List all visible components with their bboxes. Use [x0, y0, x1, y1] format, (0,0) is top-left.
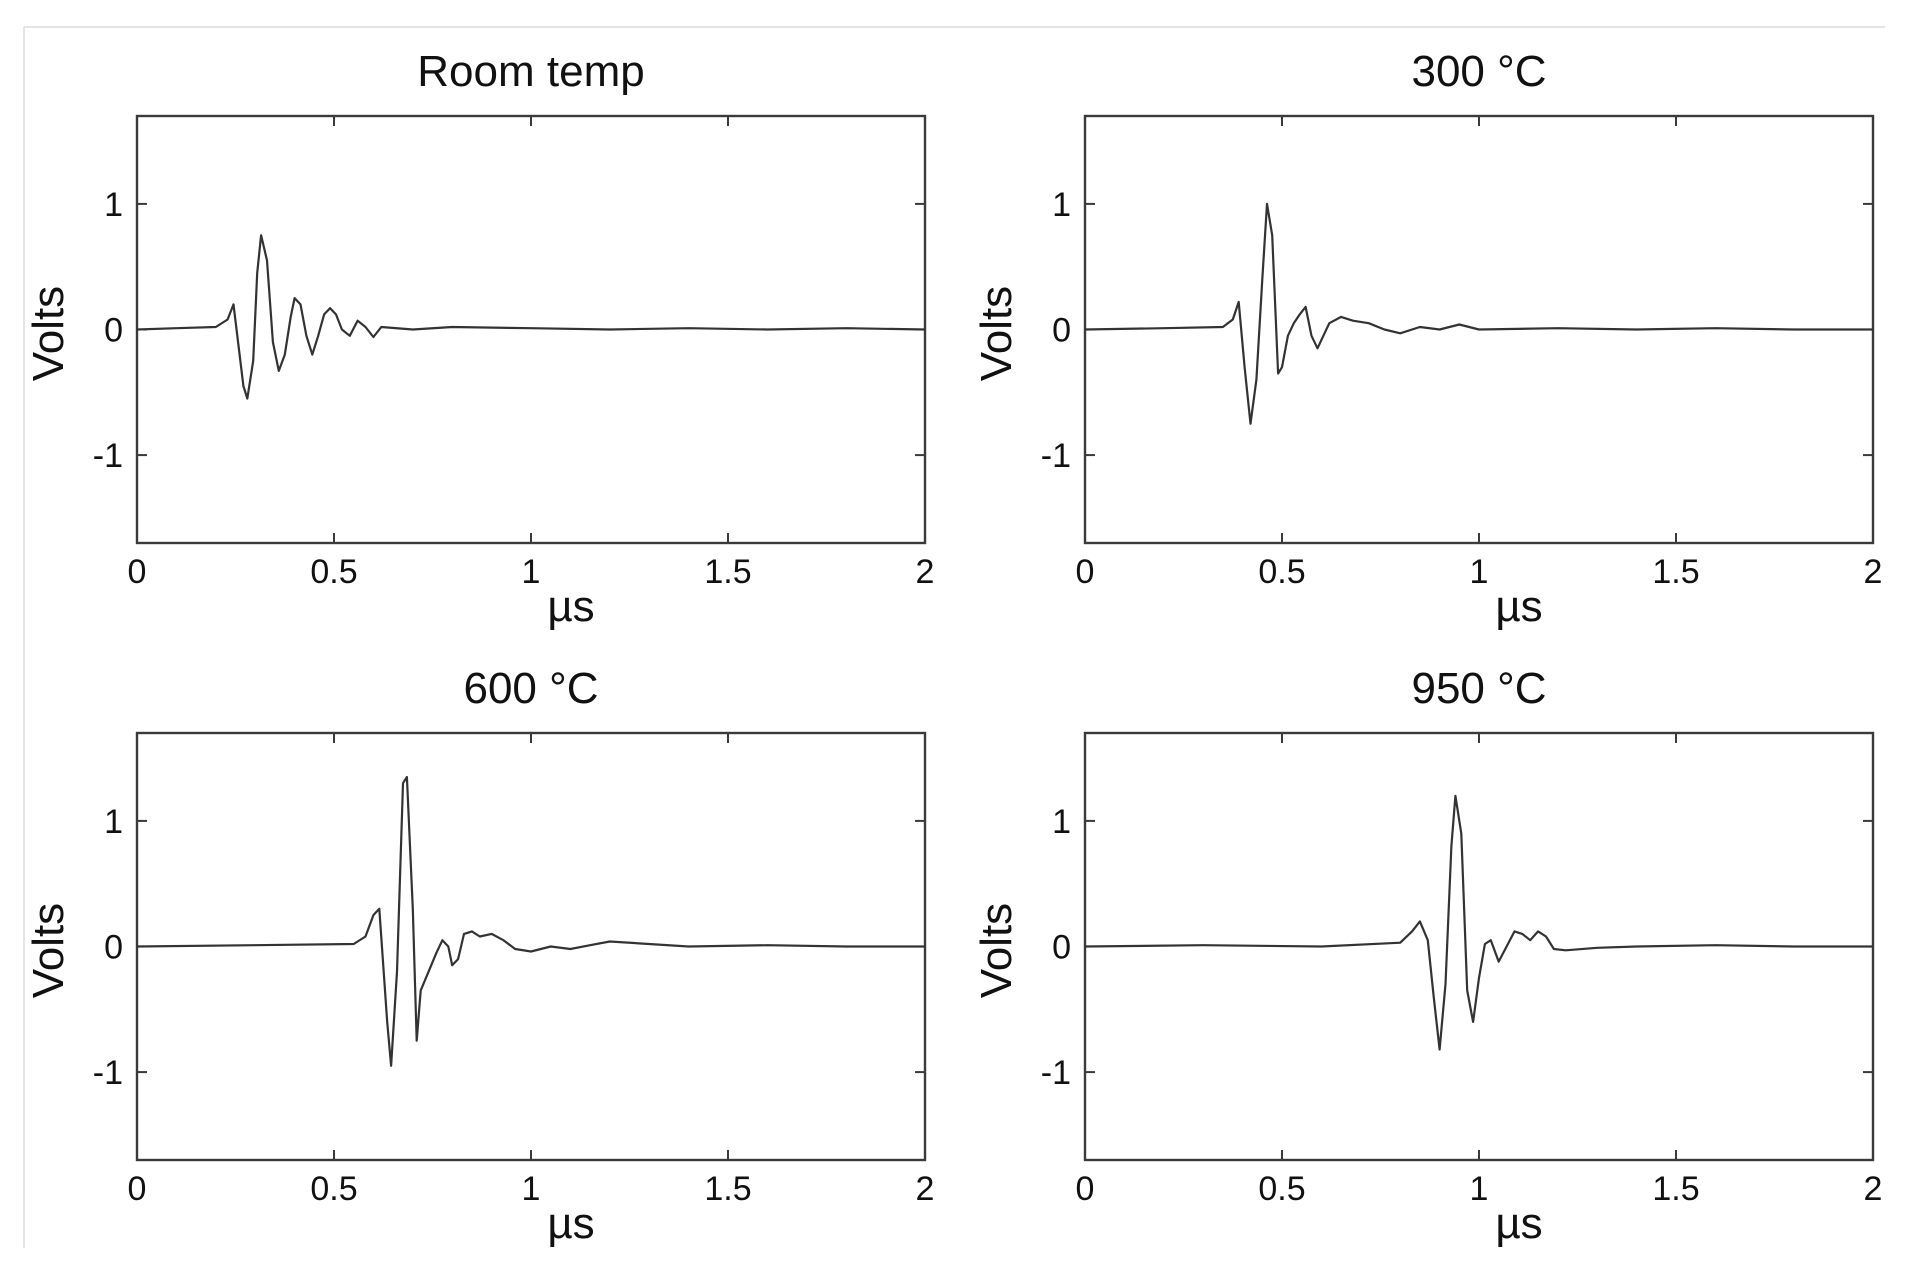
- y-tick-label: -1: [1041, 1054, 1071, 1092]
- y-axis-label: Volts: [24, 286, 73, 381]
- chart-panel-4: 0 0.5 1 1.5 2 1 0 -1 950 °C µs Volts: [972, 664, 1882, 1248]
- x-tick-label: 1: [1470, 553, 1489, 591]
- x-axis-label: µs: [1495, 1199, 1542, 1248]
- y-axis-label: Volts: [972, 286, 1021, 381]
- y-tick-label: 0: [1052, 929, 1071, 967]
- x-axis-label: µs: [1495, 582, 1542, 631]
- chart-title: 600 °C: [463, 664, 598, 713]
- x-tick-label: 1.5: [1652, 553, 1699, 591]
- x-tick-label: 2: [1864, 1170, 1883, 1208]
- chart-title: Room temp: [417, 47, 644, 96]
- x-tick-label: 0: [1076, 553, 1095, 591]
- x-axis-label: µs: [547, 1199, 594, 1248]
- waveform-line: [1084, 202, 1873, 425]
- y-tick-label: 0: [1052, 312, 1071, 350]
- y-axis-label: Volts: [972, 903, 1021, 998]
- waveform-line: [136, 775, 925, 1067]
- x-tick-label: 0: [128, 1170, 147, 1208]
- y-tick-label: -1: [1041, 437, 1071, 475]
- x-tick-label: 0.5: [310, 1170, 357, 1208]
- x-tick-label: 0.5: [1258, 553, 1305, 591]
- y-tick-label: 0: [104, 929, 123, 967]
- x-tick-label: 1: [1470, 1170, 1489, 1208]
- y-axis-label: Volts: [24, 903, 73, 998]
- waveform-line: [136, 234, 926, 400]
- x-axis-label: µs: [547, 582, 594, 631]
- x-tick-label: 0.5: [1258, 1170, 1305, 1208]
- chart-title: 950 °C: [1411, 664, 1546, 713]
- x-tick-label: 1: [522, 1170, 541, 1208]
- x-tick-label: 1: [522, 553, 541, 591]
- x-tick-label: 0: [1076, 1170, 1095, 1208]
- y-tick-label: 0: [104, 312, 123, 350]
- x-tick-label: 1.5: [704, 553, 751, 591]
- chart-title: 300 °C: [1411, 47, 1546, 96]
- chart-panel-1: 0 0.5 1 1.5 2 1 0 -1 Room temp µs Volts: [24, 47, 934, 631]
- y-tick-label: 1: [104, 803, 123, 841]
- x-tick-label: 1.5: [1652, 1170, 1699, 1208]
- waveform-line: [1084, 794, 1873, 1051]
- x-tick-label: 2: [1864, 553, 1883, 591]
- x-tick-label: 2: [916, 553, 935, 591]
- x-tick-label: 2: [916, 1170, 935, 1208]
- x-tick-label: 1.5: [704, 1170, 751, 1208]
- y-tick-label: 1: [104, 186, 123, 224]
- chart-panel-3: 0 0.5 1 1.5 2 1 0 -1 600 °C µs Volts: [24, 664, 934, 1248]
- y-tick-label: -1: [93, 437, 123, 475]
- y-tick-label: 1: [1052, 186, 1071, 224]
- y-tick-label: -1: [93, 1054, 123, 1092]
- x-tick-label: 0.5: [310, 553, 357, 591]
- x-tick-label: 0: [128, 553, 147, 591]
- chart-panel-2: 0 0.5 1 1.5 2 1 0 -1 300 °C µs Volts: [972, 47, 1882, 631]
- y-tick-label: 1: [1052, 803, 1071, 841]
